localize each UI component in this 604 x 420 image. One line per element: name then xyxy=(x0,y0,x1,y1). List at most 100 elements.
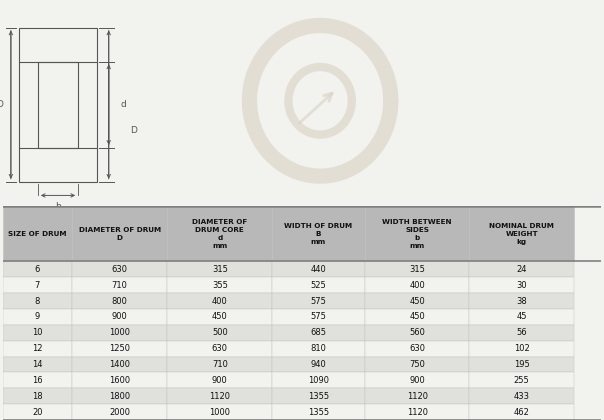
Bar xyxy=(38,61,78,148)
Text: 810: 810 xyxy=(310,344,326,353)
Bar xyxy=(167,277,272,293)
Bar xyxy=(167,373,272,389)
Text: 1000: 1000 xyxy=(209,407,230,417)
Text: 433: 433 xyxy=(514,392,530,401)
Bar xyxy=(72,325,167,341)
Bar xyxy=(3,373,72,389)
Text: 525: 525 xyxy=(310,281,326,290)
Bar xyxy=(365,277,469,293)
Text: 56: 56 xyxy=(516,328,527,337)
Text: 1120: 1120 xyxy=(406,392,428,401)
Bar xyxy=(167,357,272,373)
Text: 450: 450 xyxy=(212,312,228,321)
Bar xyxy=(167,262,272,277)
Bar xyxy=(365,293,469,309)
Bar xyxy=(3,404,72,420)
Bar xyxy=(469,404,574,420)
Text: 255: 255 xyxy=(514,376,530,385)
Bar xyxy=(469,341,574,357)
Bar xyxy=(365,325,469,341)
Text: 1090: 1090 xyxy=(308,376,329,385)
Bar xyxy=(469,388,574,404)
Text: SIZE OF DRUM: SIZE OF DRUM xyxy=(8,231,66,236)
Bar xyxy=(272,404,365,420)
Bar xyxy=(72,277,167,293)
Text: 38: 38 xyxy=(516,297,527,306)
Text: 45: 45 xyxy=(516,312,527,321)
Bar xyxy=(365,262,469,277)
Text: 440: 440 xyxy=(310,265,326,274)
Text: 2000: 2000 xyxy=(109,407,130,417)
Bar xyxy=(469,357,574,373)
Text: 18: 18 xyxy=(32,392,43,401)
Bar xyxy=(3,206,72,262)
Text: 315: 315 xyxy=(409,265,425,274)
Bar xyxy=(72,341,167,357)
Bar xyxy=(365,206,469,262)
Text: 315: 315 xyxy=(212,265,228,274)
Text: 355: 355 xyxy=(212,281,228,290)
Bar xyxy=(3,309,72,325)
Text: 710: 710 xyxy=(112,281,127,290)
Bar xyxy=(3,325,72,341)
Bar xyxy=(365,309,469,325)
Bar xyxy=(365,404,469,420)
Bar xyxy=(167,325,272,341)
Bar xyxy=(272,388,365,404)
Bar xyxy=(3,277,72,293)
Text: 1400: 1400 xyxy=(109,360,130,369)
Bar xyxy=(469,277,574,293)
Text: 400: 400 xyxy=(410,281,425,290)
Bar xyxy=(72,206,167,262)
Text: 750: 750 xyxy=(409,360,425,369)
Bar xyxy=(469,309,574,325)
Bar xyxy=(167,388,272,404)
Bar xyxy=(272,206,365,262)
Text: 195: 195 xyxy=(514,360,530,369)
Bar xyxy=(167,341,272,357)
Bar xyxy=(3,357,72,373)
Bar xyxy=(272,293,365,309)
Text: b: b xyxy=(55,202,61,211)
Bar xyxy=(72,404,167,420)
Bar xyxy=(469,206,574,262)
Bar xyxy=(272,357,365,373)
Text: 450: 450 xyxy=(410,297,425,306)
Text: 710: 710 xyxy=(212,360,228,369)
Text: 940: 940 xyxy=(310,360,326,369)
Bar xyxy=(272,341,365,357)
Text: 6: 6 xyxy=(34,265,40,274)
Text: 20: 20 xyxy=(32,407,43,417)
Bar xyxy=(272,325,365,341)
Bar xyxy=(72,293,167,309)
Text: 630: 630 xyxy=(112,265,127,274)
Bar xyxy=(272,262,365,277)
Text: DIAMETER OF DRUM
D: DIAMETER OF DRUM D xyxy=(79,227,161,241)
Bar xyxy=(272,277,365,293)
Text: DIAMETER OF
DRUM CORE
d
mm: DIAMETER OF DRUM CORE d mm xyxy=(192,219,248,249)
Text: 9: 9 xyxy=(35,312,40,321)
Text: 14: 14 xyxy=(32,360,43,369)
Bar xyxy=(272,373,365,389)
Bar xyxy=(72,262,167,277)
Text: 7: 7 xyxy=(34,281,40,290)
Bar xyxy=(469,325,574,341)
Text: D: D xyxy=(130,126,137,135)
Text: 1000: 1000 xyxy=(109,328,130,337)
Text: 462: 462 xyxy=(514,407,530,417)
Text: 1600: 1600 xyxy=(109,376,130,385)
Bar xyxy=(365,357,469,373)
Text: B: B xyxy=(55,216,61,225)
Text: 630: 630 xyxy=(409,344,425,353)
Bar xyxy=(72,357,167,373)
Text: 900: 900 xyxy=(112,312,127,321)
Text: 800: 800 xyxy=(112,297,127,306)
Text: D: D xyxy=(0,100,4,109)
Bar xyxy=(167,293,272,309)
Text: 102: 102 xyxy=(514,344,530,353)
Text: 10: 10 xyxy=(32,328,43,337)
Bar xyxy=(19,28,97,181)
Text: 400: 400 xyxy=(212,297,228,306)
Bar xyxy=(3,388,72,404)
Bar xyxy=(365,388,469,404)
